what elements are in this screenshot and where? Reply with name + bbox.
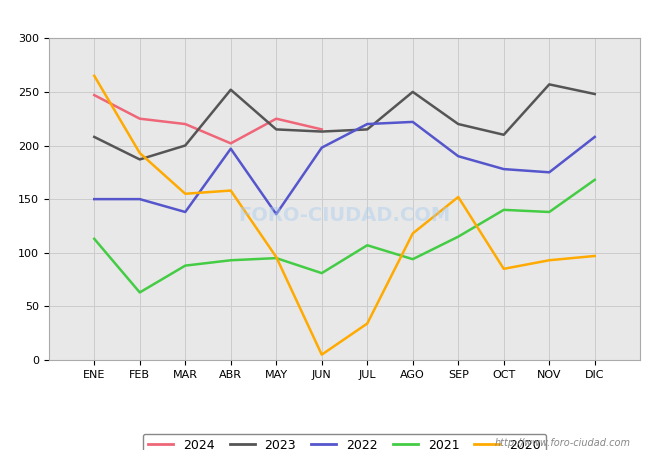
Text: http://www.foro-ciudad.com: http://www.foro-ciudad.com: [495, 438, 630, 448]
Text: FORO-CIUDAD.COM: FORO-CIUDAD.COM: [239, 206, 450, 225]
Text: Matriculaciones de Vehículos en Arona: Matriculaciones de Vehículos en Arona: [151, 7, 499, 25]
Legend: 2024, 2023, 2022, 2021, 2020: 2024, 2023, 2022, 2021, 2020: [143, 434, 546, 450]
